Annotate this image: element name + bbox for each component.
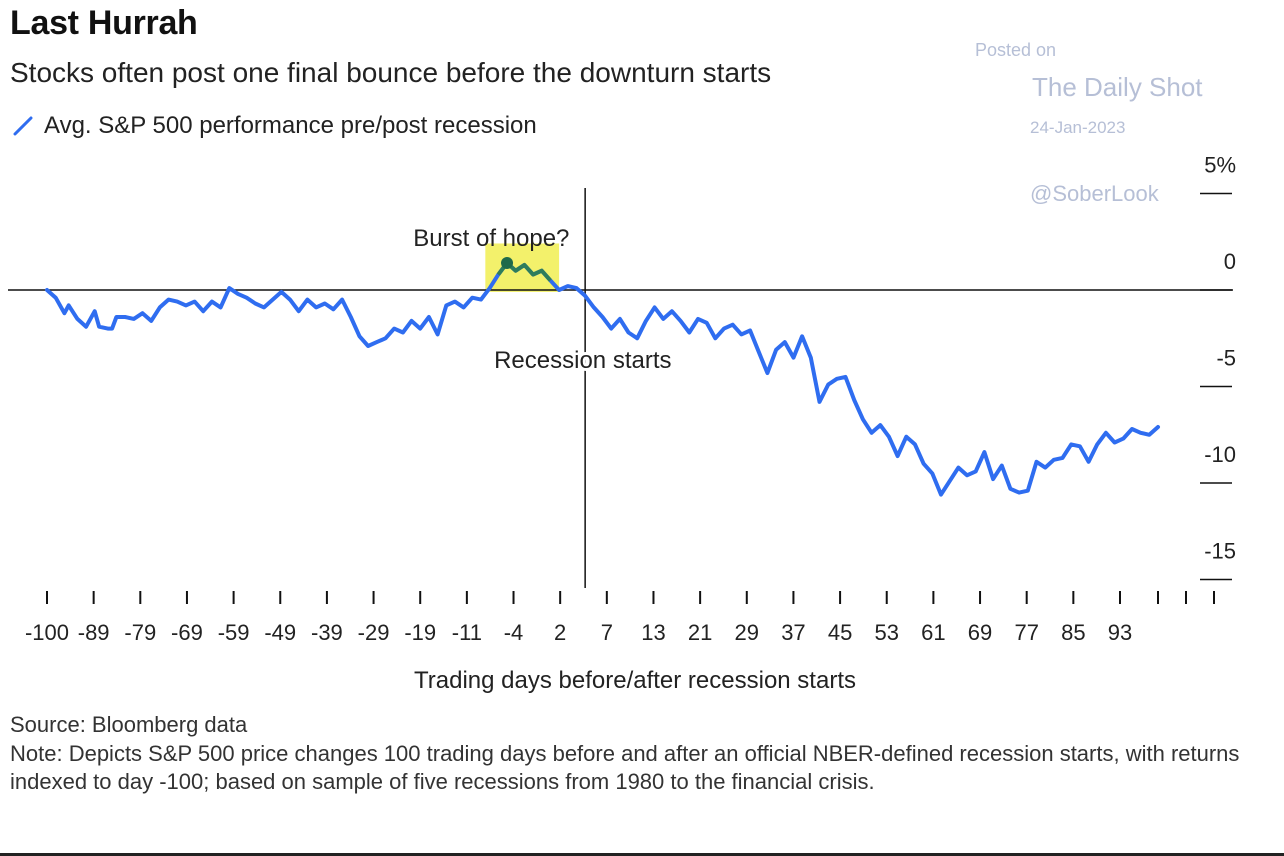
x-axis-label: Trading days before/after recession star… <box>414 667 856 694</box>
series-line <box>45 261 1160 497</box>
y-tick-label: -10 <box>1204 442 1236 467</box>
x-tick-label: 37 <box>781 620 805 645</box>
chart-canvas: 5%0-5-10-15-100 -89 -79 -69 -59 -49 -39 -29 -19-… <box>8 153 1236 694</box>
watermark-date: 24-Jan-2023 <box>1030 118 1126 137</box>
x-tick-label: 93 <box>1108 620 1132 645</box>
watermark-posted-on: Posted on <box>975 40 1057 60</box>
x-tick-label: 77 <box>1014 620 1038 645</box>
x-tick-label: -29 <box>358 620 390 645</box>
x-tick-label: 61 <box>921 620 945 645</box>
x-tick-label: 2 <box>554 620 566 645</box>
x-tick-label: -19 <box>404 620 436 645</box>
bottom-divider <box>0 853 1284 856</box>
chart-subtitle: Stocks often post one final bounce befor… <box>10 57 772 88</box>
x-tick-label: 85 <box>1061 620 1085 645</box>
y-tick-label: -5 <box>1216 346 1236 371</box>
x-tick-label: -39 <box>311 620 343 645</box>
x-tick-label: 29 <box>735 620 759 645</box>
x-tick-label: -59 <box>218 620 250 645</box>
y-tick-label: 0 <box>1224 249 1236 274</box>
watermark-site: The Daily Shot <box>1032 72 1203 102</box>
x-tick-label: -11 <box>452 620 482 645</box>
source-note: Source: Bloomberg data <box>10 712 248 737</box>
x-tick-label: -79 <box>124 620 156 645</box>
legend-line-icon <box>13 116 33 136</box>
methodology-note: Note: Depicts S&P 500 price changes 100 … <box>10 741 1240 794</box>
y-tick-label: -15 <box>1204 539 1236 564</box>
x-tick-label: 7 <box>601 620 613 645</box>
x-tick-label: -89 <box>78 620 110 645</box>
burst-peak-point <box>501 256 514 269</box>
x-tick-label: -100 <box>25 620 69 645</box>
y-tick-label: 5% <box>1204 153 1236 178</box>
x-tick-label: 53 <box>874 620 898 645</box>
x-tick-label: 45 <box>828 620 852 645</box>
annotation-burst-of-hope: Burst of hope? <box>413 225 569 252</box>
chart-title: Last Hurrah <box>10 4 198 42</box>
annotation-recession-starts: Recession starts <box>494 347 671 374</box>
x-tick-label: 21 <box>688 620 712 645</box>
x-tick-label: -4 <box>504 620 524 645</box>
x-tick-label: -49 <box>264 620 296 645</box>
chart-legend: Avg. S&P 500 performance pre/post recess… <box>12 112 537 140</box>
x-tick-label: -69 <box>171 620 203 645</box>
x-tick-label: 13 <box>641 620 665 645</box>
x-tick-label: 69 <box>968 620 992 645</box>
watermark-handle: @SoberLook <box>1030 181 1159 206</box>
legend-label: Avg. S&P 500 performance pre/post recess… <box>44 112 537 139</box>
